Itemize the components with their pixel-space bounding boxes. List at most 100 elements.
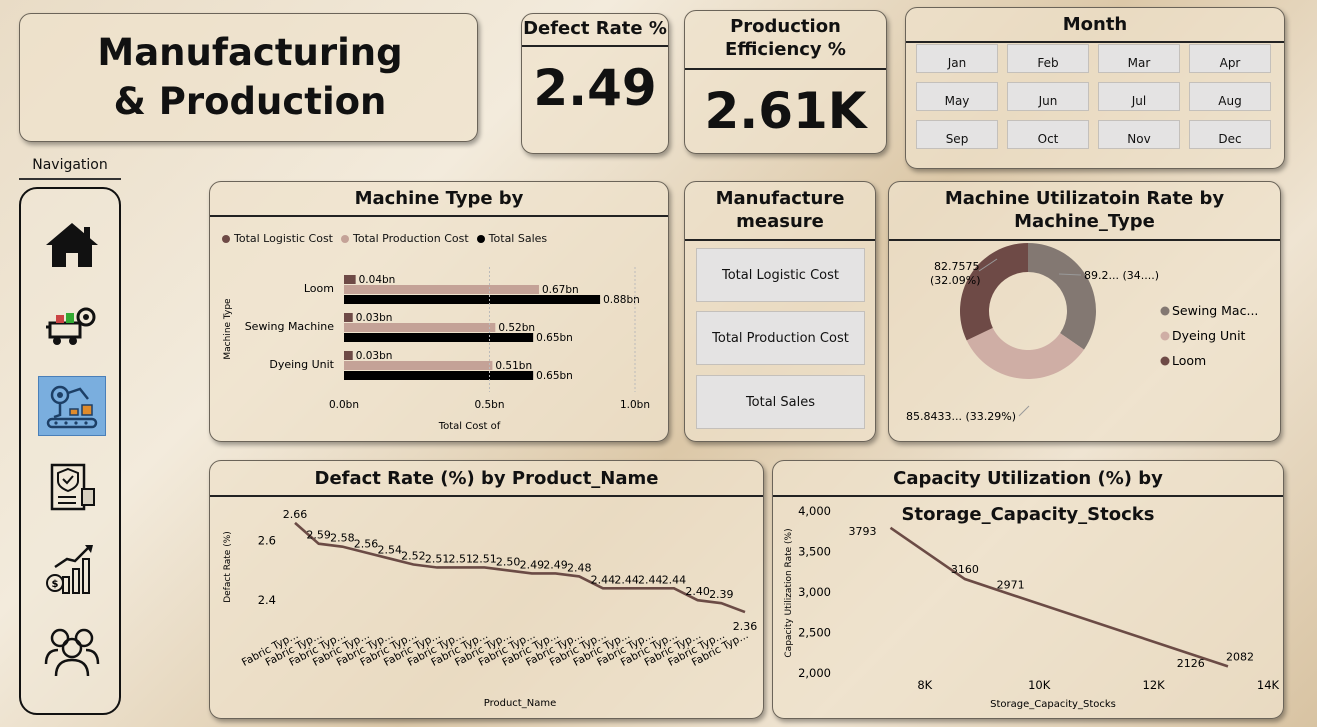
production-robot-icon: [46, 385, 98, 429]
defect-data-label: 2.56: [354, 538, 379, 551]
defect-rate-chart-title: Defact Rate (%) by Product_Name: [210, 461, 763, 497]
month-button-apr[interactable]: Apr: [1189, 44, 1271, 73]
defect-rate-chart: Defact Rate (%) by Product_Name 2.6 2.4 2.…: [209, 460, 764, 719]
defect-data-label: 2.48: [567, 561, 592, 574]
donut-slice-0: [1028, 243, 1096, 350]
bar-loom-2: [344, 295, 601, 304]
capacity-y-tick: 3,500: [798, 545, 831, 559]
efficiency-card: Production Efficiency % 2.61K: [684, 10, 887, 154]
defect-data-label: 2.58: [330, 532, 355, 545]
defect-data-label: 2.52: [401, 550, 426, 563]
bar-data-label: 0.04bn: [359, 274, 396, 286]
finance-growth-icon: $: [46, 545, 93, 594]
capacity-data-label: 3793: [848, 525, 876, 538]
utilization-donut-plot: 89.2... (34....) 85.8433... (33.29%) 82.75…: [906, 243, 1258, 423]
capacity-x-tick: 12K: [1143, 678, 1166, 692]
bar-x-axis-title: Total Cost of: [438, 421, 501, 432]
donut-label-dyeing: 85.8433... (33.29%): [906, 410, 1016, 423]
donut-label-loom-pct: (32.09%): [930, 274, 981, 287]
bar-data-label: 0.03bn: [356, 350, 393, 362]
capacity-data-label: 2971: [997, 578, 1025, 591]
capacity-y-tick: 2,500: [798, 626, 831, 640]
bar-y-axis-title: Machine Type: [223, 298, 233, 360]
month-button-sep[interactable]: Sep: [916, 120, 998, 149]
month-button-jun[interactable]: Jun: [1007, 82, 1089, 111]
measure-slicer-title: Manufacture measure: [685, 182, 875, 241]
month-button-mar[interactable]: Mar: [1098, 44, 1180, 73]
donut-legend-dot: [1160, 306, 1170, 316]
capacity-y-axis-title: Capacity Utilization Rate (%): [784, 528, 794, 657]
defect-line: [294, 521, 746, 614]
defect-y-tick: 2.4: [258, 593, 276, 607]
nav-logistics[interactable]: [38, 295, 106, 355]
donut-leader-loom: [978, 258, 998, 272]
month-button-may[interactable]: May: [916, 82, 998, 111]
legend-label-logistic: Total Logistic Cost: [234, 232, 333, 245]
utilization-donut-chart: Machine Utilizatoin Rate by Machine_Type…: [888, 181, 1281, 442]
nav-home[interactable]: [38, 215, 106, 275]
defect-rate-card: Defect Rate % 2.49: [521, 13, 669, 154]
bar-loom-0: [344, 275, 356, 284]
measure-production-button[interactable]: Total Production Cost: [696, 311, 865, 365]
donut-label-sewing: 89.2... (34....): [1084, 269, 1159, 282]
capacity-data-label: 2126: [1177, 657, 1205, 670]
donut-label-loom-value: 82.7575: [934, 260, 980, 273]
donut-legend-label: Dyeing Unit: [1172, 328, 1246, 343]
nav-production[interactable]: [38, 376, 106, 436]
defect-data-label: 2.66: [283, 508, 308, 521]
bar-data-label: 0.65bn: [536, 332, 573, 344]
bar-sewing-machine-0: [344, 313, 353, 322]
legend-dot-logistic: [222, 234, 230, 243]
defect-data-label: 2.44: [614, 573, 639, 586]
capacity-x-tick: 10K: [1028, 678, 1051, 692]
bar-dyeing-unit-0: [344, 351, 353, 360]
team-people-icon: [44, 628, 100, 677]
month-button-feb[interactable]: Feb: [1007, 44, 1089, 73]
bar-dyeing-unit-2: [344, 371, 534, 380]
nav-finance[interactable]: $: [38, 539, 106, 599]
month-button-jul[interactable]: Jul: [1098, 82, 1180, 111]
defect-data-label: 2.44: [662, 573, 687, 586]
defect-data-label: 2.50: [496, 555, 521, 568]
machine-type-chart: Machine Type by Total Logistic Cost Tota…: [209, 181, 669, 442]
defect-y-axis-title: Defact Rate (%): [223, 531, 233, 603]
legend-label-production: Total Production Cost: [353, 232, 469, 245]
capacity-x-tick: 14K: [1257, 678, 1280, 692]
donut-legend-label: Loom: [1172, 353, 1206, 368]
measure-logistic-button[interactable]: Total Logistic Cost: [696, 248, 865, 302]
donut-slice-1: [966, 327, 1084, 379]
efficiency-label: Production Efficiency %: [685, 11, 886, 70]
month-button-jan[interactable]: Jan: [916, 44, 998, 73]
donut-legend-label: Sewing Mac...: [1172, 303, 1258, 318]
logistics-truck-icon: [46, 307, 96, 345]
month-button-oct[interactable]: Oct: [1007, 120, 1089, 149]
defect-data-label: 2.44: [591, 573, 616, 586]
measure-sales-button[interactable]: Total Sales: [696, 375, 865, 429]
bar-data-label: 0.67bn: [542, 284, 579, 296]
bar-data-label: 0.03bn: [356, 312, 393, 324]
defect-data-label: 2.39: [709, 588, 734, 601]
nav-quality[interactable]: [38, 457, 106, 517]
machine-type-legend: Total Logistic Cost Total Production Cos…: [222, 232, 547, 245]
bar-x-tick: 1.0bn: [620, 399, 650, 411]
capacity-chart-title: Capacity Utilization (%) by Storage_Capa…: [773, 461, 1283, 525]
bar-category-label: Loom: [304, 282, 334, 295]
month-button-nov[interactable]: Nov: [1098, 120, 1180, 149]
bar-category-label: Sewing Machine: [245, 320, 335, 333]
capacity-y-tick: 2,000: [798, 666, 831, 680]
quality-checklist-icon: [50, 463, 95, 511]
bar-data-label: 0.65bn: [536, 370, 573, 382]
defect-data-label: 2.51: [425, 552, 450, 565]
capacity-data-label: 2082: [1226, 650, 1254, 663]
nav-team[interactable]: [38, 620, 106, 680]
month-grid: Jan Feb Mar Apr May Jun Jul Aug Sep Oct Nov Dec: [916, 44, 1271, 149]
defect-data-label: 2.44: [638, 573, 663, 586]
capacity-chart: Capacity Utilization (%) by Storage_Capa…: [772, 460, 1284, 719]
month-button-dec[interactable]: Dec: [1189, 120, 1271, 149]
machine-type-plot: Loom 0.04bn 0.67bn 0.88bn Sewing Machine 0.03…: [223, 267, 650, 432]
bar-category-label: Dyeing Unit: [269, 358, 334, 371]
month-button-aug[interactable]: Aug: [1189, 82, 1271, 111]
home-icon: [46, 223, 98, 267]
bar-x-tick: 0.5bn: [474, 399, 504, 411]
